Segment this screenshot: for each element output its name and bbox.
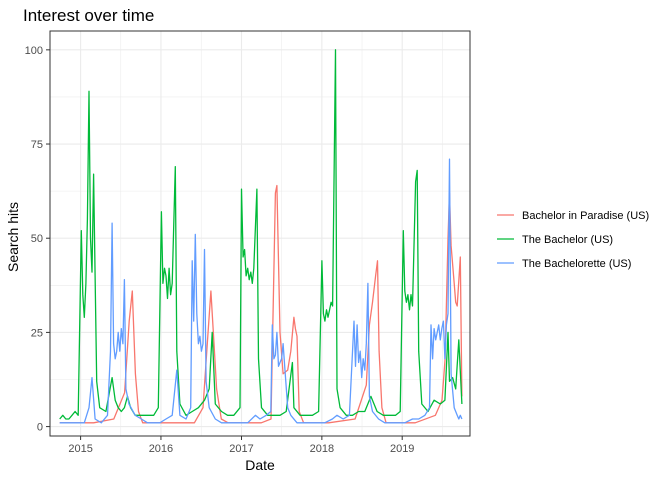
x-axis-label: Date: [245, 457, 275, 473]
legend-label-2: The Bachelor (US): [522, 234, 613, 246]
major-gridlines: [50, 31, 470, 436]
x-tick-label: 2015: [68, 443, 92, 455]
series-line-3: [59, 158, 463, 424]
y-tick-label: 25: [31, 327, 43, 339]
legend-label-3: The Bachelorette (US): [522, 258, 631, 270]
plot-panel-background: [50, 31, 470, 436]
y-axis-label: Search hits: [5, 202, 21, 272]
y-tick-label: 100: [25, 45, 43, 57]
plot-border: [49, 30, 471, 437]
y-tick-label: 50: [31, 233, 43, 245]
x-axis: 2015 2016 2017 2018 2019: [68, 436, 414, 455]
x-tick-label: 2016: [149, 443, 173, 455]
minor-gridlines: [50, 31, 470, 436]
chart-title: Interest over time: [23, 6, 154, 25]
x-tick-label: 2018: [310, 443, 334, 455]
x-tick-label: 2019: [390, 443, 414, 455]
series-lines: [59, 49, 463, 424]
x-tick-label: 2017: [229, 443, 253, 455]
plot-border-rect: [49, 30, 471, 437]
series-line-1: [59, 184, 463, 424]
legend: Bachelor in Paradise (US) The Bachelor (U…: [497, 210, 649, 270]
y-axis: 0 25 50 75 100: [25, 45, 50, 434]
legend-label-1: Bachelor in Paradise (US): [522, 210, 649, 222]
y-tick-label: 75: [31, 139, 43, 151]
y-tick-label: 0: [37, 422, 43, 434]
plot-panel: [50, 31, 470, 436]
